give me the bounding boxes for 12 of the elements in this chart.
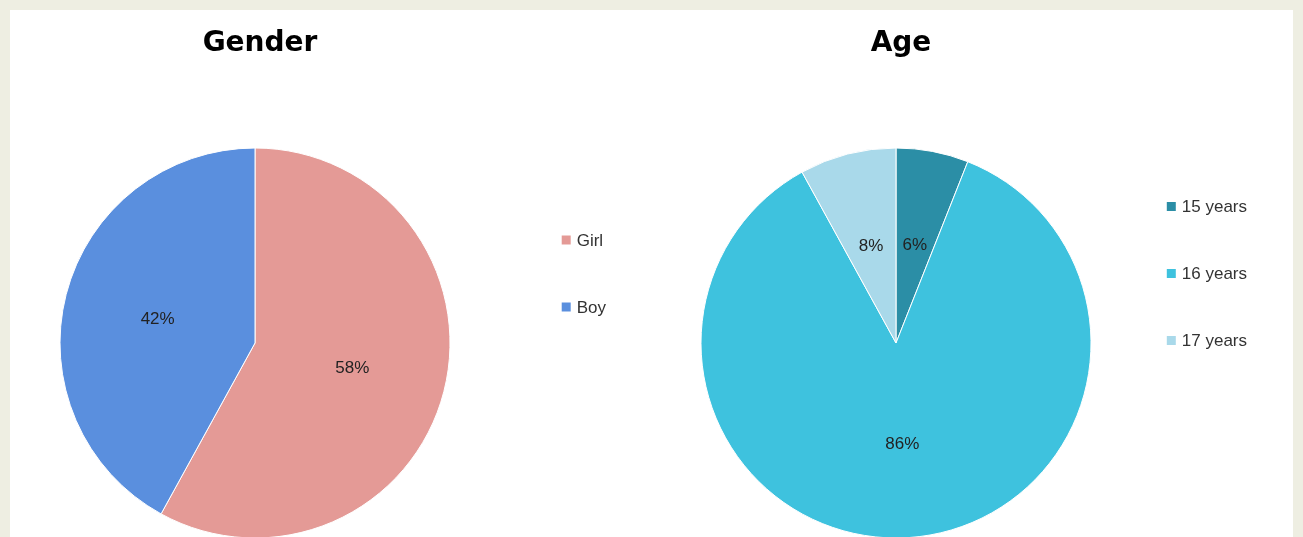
chart-title: Age bbox=[870, 24, 932, 58]
legend-label: Girl bbox=[576, 230, 604, 250]
legend-label: 17 years bbox=[1181, 331, 1247, 350]
data-label: 8% bbox=[858, 236, 884, 256]
legend-label: 15 years bbox=[1181, 197, 1247, 216]
data-label: 6% bbox=[902, 234, 928, 254]
data-label: 42% bbox=[140, 308, 175, 328]
legend-label: Boy bbox=[576, 297, 607, 317]
data-label: 86% bbox=[885, 433, 920, 453]
legend-label: 16 years bbox=[1181, 264, 1247, 283]
data-label: 58% bbox=[335, 358, 370, 378]
chart-title: Gender bbox=[202, 24, 318, 58]
